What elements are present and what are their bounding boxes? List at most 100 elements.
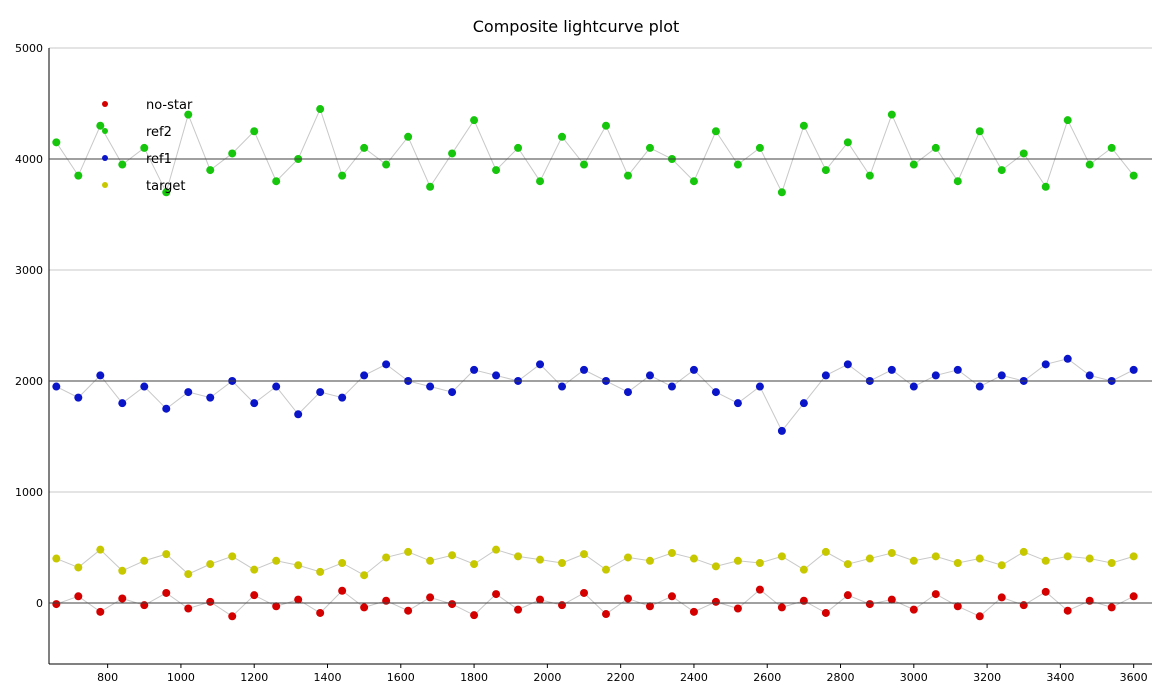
y-tick-label: 0 [36, 597, 43, 610]
data-point [118, 594, 127, 603]
data-point [623, 171, 632, 180]
data-point [821, 371, 830, 380]
data-point [96, 371, 105, 380]
data-point [558, 132, 567, 141]
data-point [250, 565, 259, 574]
data-point [514, 143, 523, 152]
data-point [755, 382, 764, 391]
data-point [623, 553, 632, 562]
data-point [887, 365, 896, 374]
data-point [755, 585, 764, 594]
chart-title: Composite lightcurve plot [472, 17, 680, 36]
data-point [1019, 601, 1028, 610]
data-point [558, 382, 567, 391]
x-tick-label: 1000 [167, 671, 195, 684]
data-point [997, 593, 1006, 602]
data-point [1085, 554, 1094, 563]
data-point [360, 371, 369, 380]
data-point [96, 607, 105, 616]
data-point [1129, 592, 1138, 601]
data-point [667, 382, 676, 391]
data-point [492, 545, 501, 554]
data-point [360, 571, 369, 580]
data-point [140, 556, 149, 565]
data-point [184, 604, 193, 613]
y-tick-label: 1000 [15, 486, 43, 499]
data-point [52, 138, 61, 147]
data-point [74, 393, 83, 402]
data-point [843, 138, 852, 147]
data-point [140, 382, 149, 391]
data-point [492, 590, 501, 599]
data-point [1085, 371, 1094, 380]
data-point [184, 388, 193, 397]
data-point [997, 166, 1006, 175]
data-point [931, 590, 940, 599]
data-point [184, 110, 193, 119]
data-point [1129, 365, 1138, 374]
series-line [56, 358, 1134, 432]
data-point [953, 365, 962, 374]
data-point [711, 562, 720, 571]
data-point [272, 177, 281, 186]
data-point [52, 554, 61, 563]
data-point [909, 556, 918, 565]
data-point [997, 561, 1006, 570]
data-point [404, 547, 413, 556]
data-point [667, 549, 676, 558]
data-point [711, 597, 720, 606]
data-point [623, 594, 632, 603]
data-point [931, 552, 940, 561]
data-point [536, 177, 545, 186]
data-point [338, 558, 347, 567]
data-point [250, 591, 259, 600]
data-point [272, 556, 281, 565]
legend-label: no-star [146, 98, 193, 113]
data-point [689, 607, 698, 616]
data-point [909, 382, 918, 391]
data-point [514, 552, 523, 561]
data-point [799, 596, 808, 605]
data-point [953, 558, 962, 567]
data-point [601, 565, 610, 574]
data-point [338, 586, 347, 595]
data-point [492, 166, 501, 175]
data-point [887, 110, 896, 119]
data-point [799, 565, 808, 574]
data-point [689, 554, 698, 563]
data-point [206, 393, 215, 402]
data-point [74, 592, 83, 601]
y-tick-label: 3000 [15, 264, 43, 277]
data-point [799, 121, 808, 130]
data-point [865, 171, 874, 180]
data-point [140, 143, 149, 152]
legend-marker [102, 128, 108, 134]
legend-marker [102, 101, 108, 107]
data-point [865, 600, 874, 609]
x-tick-label: 800 [97, 671, 118, 684]
data-point [909, 160, 918, 169]
data-point [997, 371, 1006, 380]
data-point [777, 603, 786, 612]
data-point [272, 602, 281, 611]
data-point [470, 116, 479, 125]
data-point [1063, 606, 1072, 615]
data-point [1085, 596, 1094, 605]
data-point [206, 166, 215, 175]
data-point [162, 404, 171, 413]
data-point [953, 602, 962, 611]
x-tick-label: 1800 [460, 671, 488, 684]
data-point [316, 388, 325, 397]
x-tick-label: 3200 [973, 671, 1001, 684]
series-line [56, 549, 1134, 576]
data-point [580, 365, 589, 374]
data-point [448, 388, 457, 397]
data-point [536, 595, 545, 604]
data-point [360, 143, 369, 152]
x-tick-label: 1600 [387, 671, 415, 684]
data-point [382, 596, 391, 605]
data-point [536, 555, 545, 564]
data-point [755, 143, 764, 152]
data-point [162, 588, 171, 597]
